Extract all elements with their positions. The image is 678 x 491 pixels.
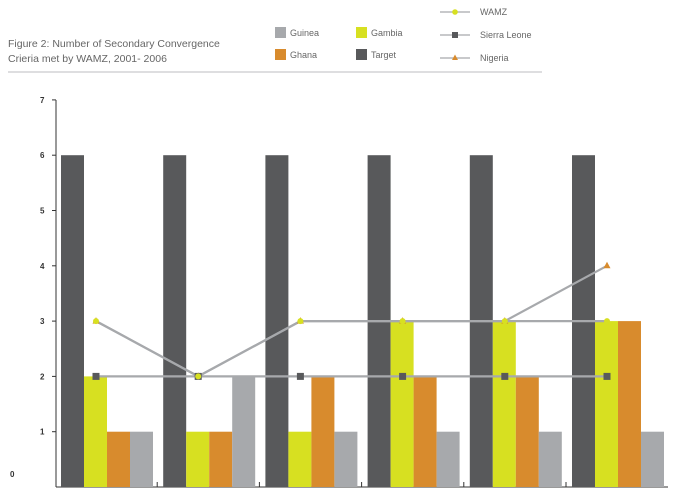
- legend-swatch-ghana: [275, 49, 286, 60]
- bar-ghana: [209, 431, 233, 487]
- legend-label: Guinea: [290, 28, 319, 38]
- marker-sierra-leone: [603, 372, 611, 380]
- bar-gambia: [288, 431, 312, 487]
- bar-guinea: [538, 431, 562, 487]
- marker-sierra-leone: [399, 372, 407, 380]
- marker-wamz: [195, 373, 202, 380]
- marker-sierra-leone: [501, 372, 509, 380]
- legend-label: Gambia: [371, 28, 403, 38]
- y-tick-label: 6: [40, 151, 45, 160]
- bar-ghana: [311, 376, 335, 487]
- marker-sierra-leone: [296, 372, 304, 380]
- bar-target: [61, 155, 84, 487]
- legend-swatch-target: [356, 49, 367, 60]
- x-axis: [55, 482, 668, 488]
- legend-marker-triangle: [452, 54, 458, 60]
- legend-marker-circle: [452, 9, 458, 15]
- y-tick-label: 2: [40, 372, 45, 381]
- chart-title-line-2: Crieria met by WAMZ, 2001- 2006: [8, 53, 167, 65]
- bar-guinea: [641, 431, 664, 487]
- chart-title-line-1: Figure 2: Number of Secondary Convergenc…: [8, 38, 220, 50]
- bar-ghana: [413, 376, 437, 487]
- y-axis: 0 1 2 3 4 5 6 7: [10, 96, 57, 487]
- bar-series-group: [61, 155, 664, 487]
- bar-ghana: [515, 376, 539, 487]
- line-wamz: [95, 320, 607, 378]
- bar-gambia: [390, 321, 414, 487]
- marker-sierra-leone: [92, 372, 100, 380]
- y-tick-label: 4: [40, 262, 45, 271]
- bar-guinea: [130, 431, 153, 487]
- marker-wamz: [501, 318, 508, 325]
- bar-gambia: [186, 431, 210, 487]
- y-tick-label: 3: [40, 317, 45, 326]
- legend-label: Nigeria: [480, 53, 509, 63]
- marker-nigeria: [603, 261, 611, 269]
- legend-label: Ghana: [290, 50, 317, 60]
- y-tick-label: 0: [10, 470, 15, 479]
- chart-legend: Guinea Gambia Ghana Target WAMZ Sierra Leone N…: [275, 7, 532, 63]
- bar-guinea: [232, 376, 256, 487]
- bar-gambia: [84, 376, 107, 487]
- bar-target: [265, 155, 289, 487]
- bar-guinea: [436, 431, 460, 487]
- bar-gambia: [595, 321, 618, 487]
- y-tick-label: 5: [40, 207, 45, 216]
- marker-wamz: [93, 318, 99, 325]
- bar-ghana: [107, 431, 130, 487]
- y-tick-label: 7: [40, 96, 45, 105]
- marker-wamz: [399, 318, 406, 325]
- legend-label: WAMZ: [480, 7, 508, 17]
- bar-gambia: [492, 321, 516, 487]
- legend-swatch-gambia: [356, 27, 367, 38]
- bar-target: [163, 155, 187, 487]
- bar-ghana: [618, 321, 641, 487]
- line-series-group: [92, 261, 611, 380]
- legend-label: Target: [371, 50, 397, 60]
- legend-swatch-guinea: [275, 27, 286, 38]
- bar-guinea: [334, 431, 358, 487]
- legend-marker-square: [452, 32, 458, 38]
- legend-label: Sierra Leone: [480, 30, 532, 40]
- marker-wamz: [297, 318, 304, 325]
- marker-wamz: [604, 318, 610, 325]
- y-tick-label: 1: [40, 428, 45, 437]
